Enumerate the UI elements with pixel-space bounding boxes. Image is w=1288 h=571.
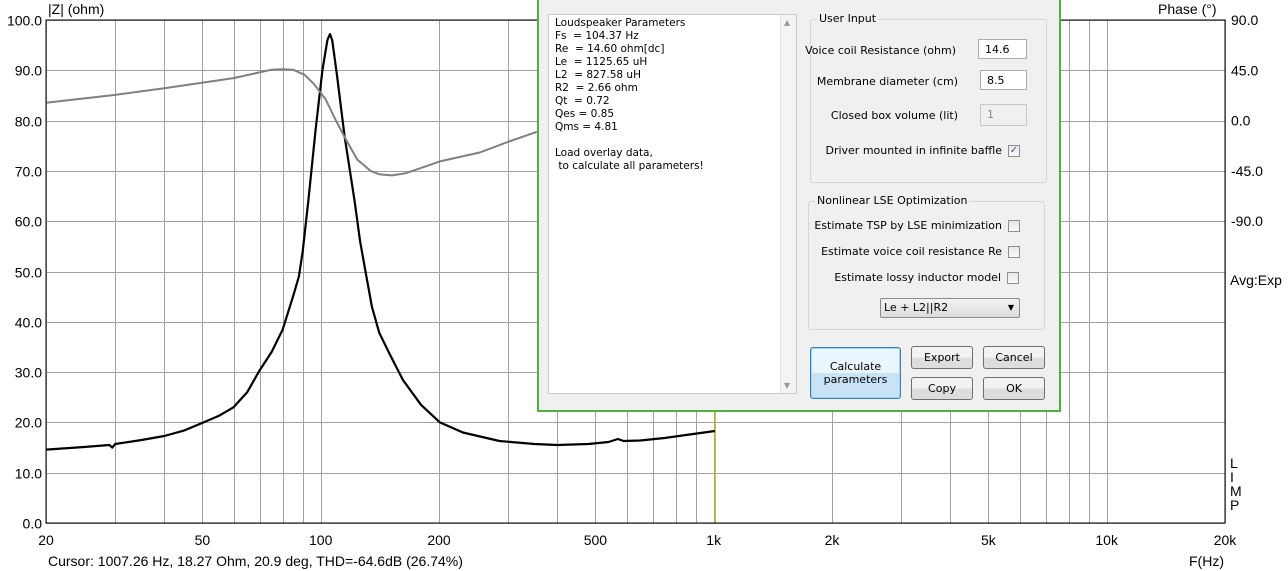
x-tick-label: 1k	[706, 532, 722, 548]
calculate-parameters-button[interactable]: Calculate parameters	[810, 347, 901, 399]
estimate-tsp-label: Estimate TSP by LSE minimization	[814, 219, 1002, 232]
y-tick-label: 80.0	[15, 114, 42, 130]
scroll-down-icon[interactable]: ▼	[784, 381, 791, 390]
lse-group: Nonlinear LSE Optimization	[808, 194, 1045, 330]
y-tick-label: 70.0	[15, 164, 42, 180]
x-axis-title: F(Hz)	[1189, 553, 1224, 569]
loudspeaker-parameters-dialog: Loudspeaker Parameters Fs = 104.37 Hz Re…	[537, 0, 1061, 412]
inductor-model-select[interactable]: Le + L2||R2 ▼	[880, 298, 1020, 318]
user-input-title: User Input	[817, 12, 879, 25]
baffle-label: Driver mounted in infinite baffle	[825, 144, 1002, 157]
x-tick-label: 5k	[981, 532, 997, 548]
cursor-readout: Cursor: 1007.26 Hz, 18.27 Ohm, 20.9 deg,…	[48, 553, 463, 569]
x-tick-label: 500	[584, 532, 608, 548]
box-volume-label: Closed box volume (lit)	[830, 109, 958, 122]
estimate-re-label: Estimate voice coil resistance Re	[821, 245, 1002, 258]
y-tick-label: 10.0	[15, 466, 42, 482]
inductor-model-value: Le + L2||R2	[884, 301, 949, 314]
baffle-checkbox[interactable]: ✓	[1008, 145, 1020, 157]
mode-label: LIMP	[1230, 455, 1242, 513]
estimate-lossy-checkbox[interactable]	[1007, 272, 1019, 284]
y2-tick-label: -45.0	[1231, 163, 1263, 179]
axis-labels: 0.010.020.030.040.050.060.070.080.090.01…	[7, 12, 1263, 548]
results-textbox[interactable]: Loudspeaker Parameters Fs = 104.37 Hz Re…	[548, 14, 797, 394]
copy-button[interactable]: Copy	[911, 377, 973, 400]
cancel-button[interactable]: Cancel	[983, 346, 1045, 369]
y2-tick-label: 90.0	[1231, 12, 1258, 28]
y-tick-label: 0.0	[23, 516, 43, 532]
membrane-label: Membrane diameter (cm)	[816, 75, 958, 88]
export-button[interactable]: Export	[911, 346, 973, 369]
y-tick-label: 40.0	[15, 315, 42, 331]
x-tick-label: 20	[38, 532, 54, 548]
ok-button[interactable]: OK	[983, 377, 1045, 400]
y-tick-label: 90.0	[15, 63, 42, 79]
lse-title: Nonlinear LSE Optimization	[815, 194, 970, 207]
y-tick-label: 60.0	[15, 214, 42, 230]
membrane-input[interactable]: 8.5	[980, 70, 1027, 90]
y2-tick-label: 0.0	[1231, 113, 1251, 129]
x-tick-label: 10k	[1095, 532, 1119, 548]
y-tick-label: 20.0	[15, 415, 42, 431]
user-input-group: User Input	[810, 12, 1047, 183]
voice-coil-label: Voice coil Resistance (ohm)	[805, 44, 956, 57]
avg-label: Avg:Exp	[1230, 272, 1282, 288]
voice-coil-input[interactable]: 14.6	[978, 39, 1027, 59]
impedance-curve	[45, 32, 716, 451]
x-tick-label: 50	[195, 532, 211, 548]
estimate-tsp-checkbox[interactable]	[1008, 220, 1020, 232]
x-tick-label: 2k	[825, 532, 841, 548]
chevron-down-icon: ▼	[1007, 303, 1014, 312]
x-tick-label: 200	[427, 532, 451, 548]
y-tick-label: 30.0	[15, 365, 42, 381]
y-tick-label: 100.0	[7, 13, 42, 29]
y2-axis-title: Phase (°)	[1158, 1, 1217, 17]
phase-curve	[45, 68, 538, 177]
estimate-lossy-label: Estimate lossy inductor model	[834, 271, 1001, 284]
x-tick-label: 100	[309, 532, 333, 548]
results-text: Loudspeaker Parameters Fs = 104.37 Hz Re…	[555, 17, 704, 172]
estimate-re-checkbox[interactable]	[1008, 246, 1020, 258]
box-volume-input[interactable]: 1	[980, 104, 1027, 126]
y2-tick-label: -90.0	[1231, 213, 1263, 229]
scroll-up-icon[interactable]: ▲	[784, 18, 791, 27]
results-scrollbar[interactable]: ▲ ▼	[780, 15, 796, 393]
y2-tick-label: 45.0	[1231, 62, 1258, 78]
y-tick-label: 50.0	[15, 265, 42, 281]
y-axis-title: |Z| (ohm)	[48, 1, 105, 17]
x-tick-label: 20k	[1214, 532, 1238, 548]
